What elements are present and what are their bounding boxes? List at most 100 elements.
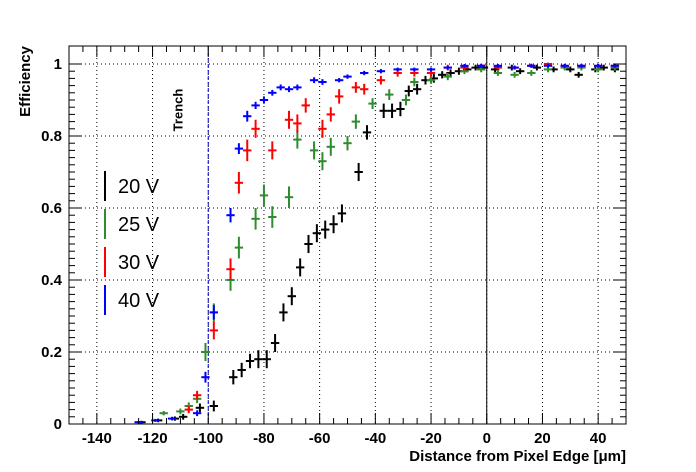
data-point <box>195 403 205 413</box>
data-point <box>351 82 361 93</box>
data-point <box>226 258 235 280</box>
data-point <box>412 83 422 95</box>
data-point <box>426 76 436 84</box>
x-tick-label: -120 <box>138 430 168 447</box>
data-point <box>276 84 285 91</box>
data-point <box>610 64 620 68</box>
x-tick-label: -80 <box>253 430 275 447</box>
trench-layer: Trench <box>170 46 209 424</box>
data-point <box>229 370 238 385</box>
grid <box>69 46 626 424</box>
series-layer <box>134 62 620 424</box>
data-point <box>209 321 218 340</box>
data-point <box>343 74 352 79</box>
data-point <box>259 96 269 104</box>
data-point <box>270 334 280 352</box>
data-point <box>515 68 525 75</box>
data-point <box>510 65 519 70</box>
data-point <box>410 77 419 87</box>
data-point <box>329 215 338 234</box>
data-point <box>254 350 263 369</box>
legend: 20 V 25 V 30 V 40 V <box>104 171 160 315</box>
legend-label: 20 V <box>118 176 160 198</box>
data-point <box>410 67 419 72</box>
legend-item: 20 V <box>104 171 160 201</box>
x-axis-title: Distance from Pixel Edge [μm] <box>409 448 626 465</box>
data-point <box>393 67 402 72</box>
data-point <box>527 64 536 68</box>
y-tick-label: 1 <box>54 56 62 73</box>
data-point <box>192 410 202 417</box>
data-point <box>510 71 519 78</box>
x-tick-label: -100 <box>193 430 223 447</box>
data-point <box>284 186 294 208</box>
data-point <box>593 64 603 68</box>
data-point <box>334 78 344 83</box>
data-point <box>532 64 542 71</box>
data-point <box>262 350 271 369</box>
y-axis-title: Efficiency <box>17 45 34 117</box>
data-point <box>251 101 260 109</box>
data-point <box>460 64 469 68</box>
legend-label: 40 V <box>118 290 160 312</box>
legend-item: 40 V <box>104 285 160 315</box>
data-point <box>574 71 583 78</box>
data-point <box>312 224 322 243</box>
data-point <box>293 114 302 133</box>
trench-label: Trench <box>170 89 185 132</box>
data-point <box>209 305 218 320</box>
data-point <box>268 89 277 96</box>
data-point <box>404 85 413 97</box>
data-point <box>368 98 377 109</box>
data-point <box>326 107 335 122</box>
data-point <box>192 390 202 400</box>
data-point <box>179 413 188 420</box>
x-tick-label: 20 <box>534 430 551 447</box>
data-point <box>251 119 260 138</box>
data-point <box>426 67 436 72</box>
data-point <box>566 66 575 73</box>
data-point <box>243 110 252 122</box>
x-tick-label: 40 <box>590 430 607 447</box>
data-point <box>304 235 313 253</box>
data-point <box>293 84 302 91</box>
data-point <box>493 64 503 68</box>
data-point <box>176 408 185 415</box>
data-point <box>268 206 277 228</box>
data-point <box>251 208 260 230</box>
data-point <box>184 406 193 414</box>
data-point <box>209 400 218 412</box>
data-point <box>343 136 352 151</box>
data-point <box>599 64 608 71</box>
series-1 <box>159 64 620 416</box>
data-point <box>337 204 347 223</box>
data-point <box>301 98 310 113</box>
data-point <box>234 143 244 154</box>
data-point <box>376 69 386 74</box>
data-point <box>309 141 319 160</box>
series-3 <box>134 64 620 424</box>
data-point <box>443 73 452 81</box>
data-point <box>438 71 447 79</box>
legend-label: 25 V <box>118 214 160 236</box>
data-point <box>284 110 294 129</box>
legend-item: 25 V <box>104 209 160 239</box>
x-tick-label: -60 <box>309 430 331 447</box>
data-point <box>318 119 327 138</box>
y-tick-label: 0.6 <box>41 200 62 217</box>
data-point <box>279 303 288 322</box>
data-point <box>577 64 586 68</box>
data-point <box>245 353 255 369</box>
data-point <box>321 220 330 239</box>
data-point <box>243 139 252 162</box>
data-point <box>471 64 480 71</box>
x-tick-label: -40 <box>365 430 387 447</box>
data-point <box>259 184 269 207</box>
data-point <box>284 86 294 93</box>
data-point <box>401 94 411 106</box>
data-point <box>334 89 344 104</box>
y-tick-label: 0.2 <box>41 344 62 361</box>
data-point <box>226 208 235 223</box>
y-tick-label: 0.4 <box>41 272 63 289</box>
